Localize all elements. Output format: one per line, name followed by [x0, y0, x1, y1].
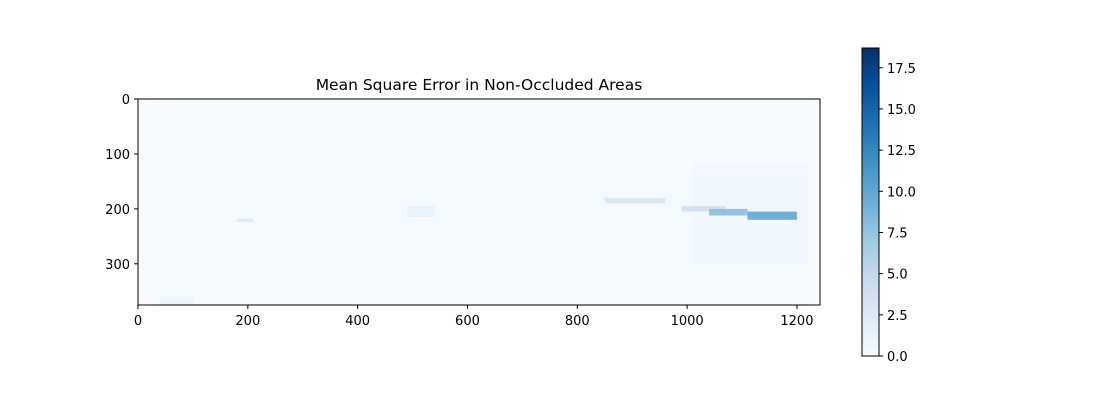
colorbar-tick-label: 0.0 — [887, 350, 908, 365]
colorbar-tick-label: 10.0 — [887, 185, 916, 200]
x-tick-label: 800 — [565, 314, 590, 329]
heatmap-region-2 — [604, 197, 666, 204]
heatmap-region-6 — [407, 206, 435, 218]
colorbar-ticks: 0.0 2.5 5.0 7.5 10.0 12.5 15.0 17.5 — [879, 62, 916, 365]
y-tick-label: 200 — [105, 203, 130, 218]
heatmap-region-8 — [160, 296, 193, 305]
y-tick-label: 100 — [105, 148, 130, 163]
x-axis: 0 200 400 600 800 1000 1200 — [134, 305, 813, 329]
x-tick-label: 400 — [345, 314, 370, 329]
x-tick-label: 1200 — [780, 314, 813, 329]
colorbar-tick-label: 7.5 — [887, 226, 908, 241]
chart-title: Mean Square Error in Non-Occluded Areas — [316, 76, 643, 94]
colorbar: 0.0 2.5 5.0 7.5 10.0 12.5 15.0 17.5 — [861, 47, 916, 365]
x-tick-label: 600 — [455, 314, 480, 329]
colorbar-tick-label: 15.0 — [887, 103, 916, 118]
x-tick-label: 1000 — [671, 314, 704, 329]
colorbar-tick-label: 12.5 — [887, 144, 916, 159]
heatmap-regions — [154, 162, 808, 305]
heatmap-region-4 — [709, 208, 748, 216]
x-tick-label: 0 — [134, 314, 142, 329]
heatmap-region-7 — [236, 218, 254, 223]
y-tick-label: 0 — [122, 93, 130, 108]
heatmap-plot-area — [137, 98, 821, 306]
heatmap-region-5 — [747, 211, 797, 220]
colorbar-tick-label: 5.0 — [887, 268, 908, 283]
colorbar-tick-label: 2.5 — [887, 309, 908, 324]
colorbar-gradient — [862, 48, 879, 356]
plot-frame — [137, 98, 821, 306]
colorbar-tick-label: 17.5 — [887, 62, 916, 77]
y-tick-label: 300 — [105, 258, 130, 273]
y-axis: 0 100 200 300 — [105, 93, 138, 273]
colorbar-frame — [861, 47, 880, 357]
heatmap-region-3 — [681, 206, 726, 212]
x-tick-label: 200 — [235, 314, 260, 329]
